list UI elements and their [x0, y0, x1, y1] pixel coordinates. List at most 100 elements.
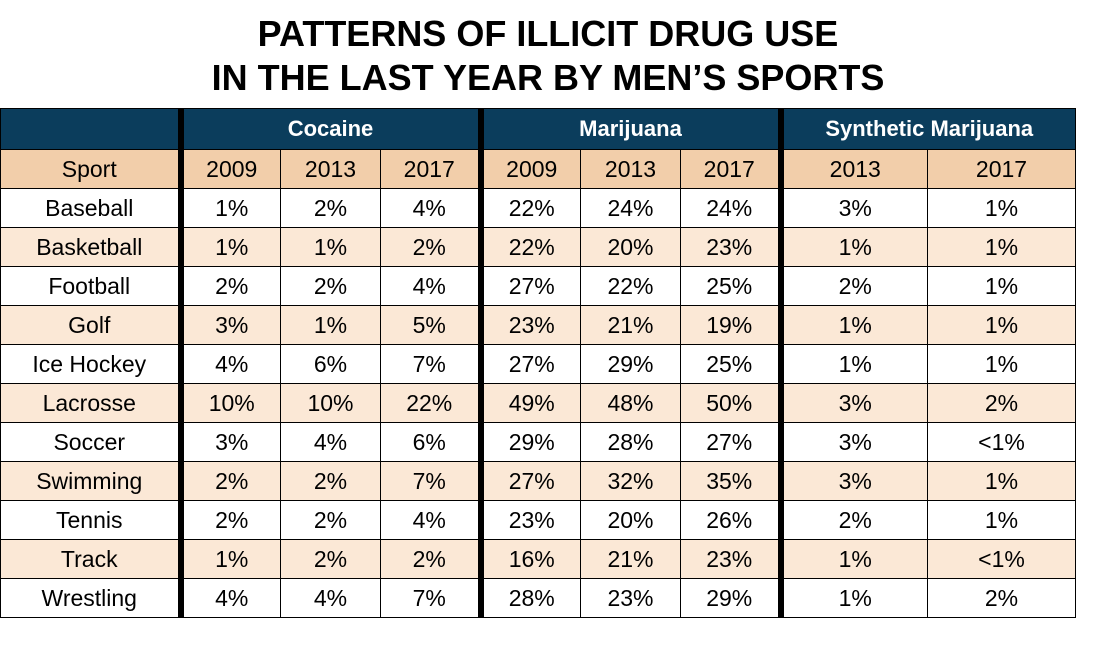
value-cell: 1% [181, 228, 281, 267]
value-cell: 10% [281, 384, 381, 423]
value-cell: 21% [581, 540, 681, 579]
table-body: Baseball 1% 2% 4% 22% 24% 24% 3% 1% Basketball 1% 1… [1, 189, 1076, 618]
value-cell: 27% [481, 462, 581, 501]
value-cell: 22% [481, 228, 581, 267]
group-header-synthetic-marijuana: Synthetic Marijuana [781, 109, 1076, 150]
value-cell: 1% [781, 306, 928, 345]
group-header-row: Cocaine Marijuana Synthetic Marijuana [1, 109, 1076, 150]
value-cell: 1% [928, 267, 1076, 306]
value-cell: 32% [581, 462, 681, 501]
value-cell: 7% [381, 345, 481, 384]
title-line-2: IN THE LAST YEAR BY MEN’S SPORTS [0, 56, 1096, 100]
value-cell: 1% [928, 228, 1076, 267]
sport-cell: Golf [1, 306, 181, 345]
value-cell: 7% [381, 579, 481, 618]
sport-cell: Ice Hockey [1, 345, 181, 384]
value-cell: 19% [681, 306, 781, 345]
value-cell: 1% [281, 306, 381, 345]
value-cell: 1% [781, 228, 928, 267]
value-cell: 2% [281, 540, 381, 579]
year-header-marijuana-2009: 2009 [481, 150, 581, 189]
year-header-cocaine-2017: 2017 [381, 150, 481, 189]
value-cell: 50% [681, 384, 781, 423]
value-cell: 3% [781, 423, 928, 462]
value-cell: 23% [681, 540, 781, 579]
value-cell: 2% [181, 462, 281, 501]
value-cell: 27% [481, 267, 581, 306]
year-header-marijuana-2017: 2017 [681, 150, 781, 189]
group-header-empty [1, 109, 181, 150]
value-cell: 3% [781, 189, 928, 228]
value-cell: 1% [181, 540, 281, 579]
drug-use-table: Cocaine Marijuana Synthetic Marijuana Sp… [0, 108, 1076, 618]
value-cell: 4% [381, 501, 481, 540]
value-cell: 23% [481, 306, 581, 345]
value-cell: 2% [181, 267, 281, 306]
value-cell: 2% [281, 189, 381, 228]
value-cell: 3% [181, 423, 281, 462]
value-cell: 2% [781, 501, 928, 540]
value-cell: 7% [381, 462, 481, 501]
value-cell: 1% [181, 189, 281, 228]
value-cell: 28% [481, 579, 581, 618]
sport-cell: Basketball [1, 228, 181, 267]
value-cell: 23% [581, 579, 681, 618]
table-row: Tennis 2% 2% 4% 23% 20% 26% 2% 1% [1, 501, 1076, 540]
value-cell: 4% [281, 579, 381, 618]
table-row: Soccer 3% 4% 6% 29% 28% 27% 3% <1% [1, 423, 1076, 462]
value-cell: 22% [481, 189, 581, 228]
year-header-synthetic-2017: 2017 [928, 150, 1076, 189]
value-cell: 2% [281, 462, 381, 501]
value-cell: 27% [481, 345, 581, 384]
table-row: Swimming 2% 2% 7% 27% 32% 35% 3% 1% [1, 462, 1076, 501]
value-cell: 1% [928, 501, 1076, 540]
value-cell: 28% [581, 423, 681, 462]
value-cell: 2% [381, 540, 481, 579]
sport-column-header: Sport [1, 150, 181, 189]
group-header-marijuana: Marijuana [481, 109, 781, 150]
value-cell: 22% [581, 267, 681, 306]
value-cell: 2% [281, 501, 381, 540]
sport-cell: Soccer [1, 423, 181, 462]
value-cell: 6% [281, 345, 381, 384]
table-row: Lacrosse 10% 10% 22% 49% 48% 50% 3% 2% [1, 384, 1076, 423]
value-cell: 1% [928, 462, 1076, 501]
sport-cell: Track [1, 540, 181, 579]
value-cell: 25% [681, 267, 781, 306]
sport-cell: Lacrosse [1, 384, 181, 423]
value-cell: 3% [781, 462, 928, 501]
value-cell: 25% [681, 345, 781, 384]
value-cell: 4% [281, 423, 381, 462]
value-cell: 22% [381, 384, 481, 423]
value-cell: 48% [581, 384, 681, 423]
year-header-cocaine-2009: 2009 [181, 150, 281, 189]
table-row: Ice Hockey 4% 6% 7% 27% 29% 25% 1% 1% [1, 345, 1076, 384]
chart-title: PATTERNS OF ILLICIT DRUG USE IN THE LAST… [0, 12, 1096, 100]
value-cell: 2% [281, 267, 381, 306]
value-cell: 10% [181, 384, 281, 423]
value-cell: <1% [928, 540, 1076, 579]
table-row: Baseball 1% 2% 4% 22% 24% 24% 3% 1% [1, 189, 1076, 228]
value-cell: 1% [928, 189, 1076, 228]
sport-cell: Tennis [1, 501, 181, 540]
value-cell: 23% [681, 228, 781, 267]
table-row: Track 1% 2% 2% 16% 21% 23% 1% <1% [1, 540, 1076, 579]
year-header-marijuana-2013: 2013 [581, 150, 681, 189]
value-cell: 20% [581, 501, 681, 540]
value-cell: 4% [381, 189, 481, 228]
value-cell: 24% [681, 189, 781, 228]
value-cell: 2% [928, 384, 1076, 423]
value-cell: 1% [928, 306, 1076, 345]
value-cell: 29% [681, 579, 781, 618]
value-cell: 5% [381, 306, 481, 345]
value-cell: 4% [381, 267, 481, 306]
value-cell: 2% [928, 579, 1076, 618]
value-cell: 1% [281, 228, 381, 267]
value-cell: 1% [781, 540, 928, 579]
title-line-1: PATTERNS OF ILLICIT DRUG USE [0, 12, 1096, 56]
table-row: Basketball 1% 1% 2% 22% 20% 23% 1% 1% [1, 228, 1076, 267]
value-cell: 3% [781, 384, 928, 423]
table-row: Football 2% 2% 4% 27% 22% 25% 2% 1% [1, 267, 1076, 306]
group-header-cocaine: Cocaine [181, 109, 481, 150]
value-cell: 26% [681, 501, 781, 540]
